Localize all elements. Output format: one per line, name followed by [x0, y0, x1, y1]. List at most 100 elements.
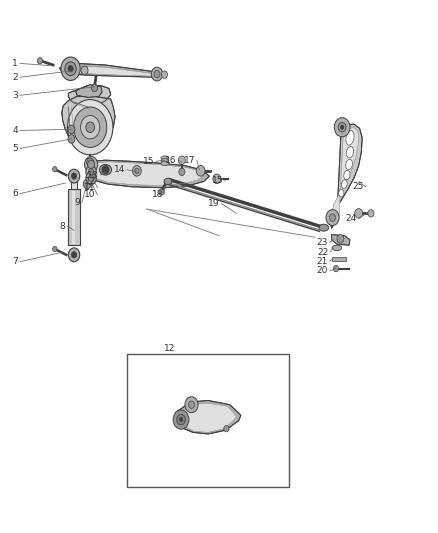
- Circle shape: [37, 58, 42, 64]
- Circle shape: [159, 189, 164, 195]
- Circle shape: [188, 401, 194, 408]
- Circle shape: [92, 84, 98, 92]
- Polygon shape: [332, 235, 350, 245]
- Circle shape: [71, 252, 77, 258]
- Circle shape: [334, 118, 350, 137]
- Circle shape: [68, 66, 73, 72]
- Text: 2: 2: [13, 72, 18, 82]
- Polygon shape: [332, 127, 359, 223]
- Text: 15: 15: [212, 176, 223, 185]
- Text: 24: 24: [345, 214, 357, 223]
- Bar: [332, 257, 346, 261]
- Ellipse shape: [346, 131, 354, 145]
- Text: 20: 20: [317, 266, 328, 275]
- Bar: [127, 354, 289, 487]
- Ellipse shape: [339, 189, 344, 197]
- Circle shape: [213, 174, 221, 183]
- Text: 1: 1: [12, 59, 18, 68]
- Bar: [72, 191, 75, 244]
- Circle shape: [179, 417, 183, 422]
- Text: 18: 18: [152, 190, 163, 199]
- Polygon shape: [76, 85, 102, 98]
- Circle shape: [86, 122, 95, 133]
- Ellipse shape: [346, 159, 353, 169]
- Ellipse shape: [164, 178, 172, 184]
- Text: 25: 25: [353, 182, 364, 191]
- Text: 17: 17: [184, 156, 195, 165]
- Circle shape: [88, 160, 95, 168]
- Ellipse shape: [346, 147, 353, 158]
- Ellipse shape: [332, 245, 342, 251]
- Circle shape: [81, 66, 88, 75]
- Text: 4: 4: [13, 126, 18, 135]
- Text: 10: 10: [85, 190, 96, 199]
- Circle shape: [326, 209, 339, 225]
- Circle shape: [179, 168, 185, 175]
- Circle shape: [61, 57, 80, 80]
- Circle shape: [86, 172, 96, 184]
- Circle shape: [224, 425, 229, 432]
- Circle shape: [355, 208, 363, 218]
- Circle shape: [67, 100, 113, 155]
- Text: 5: 5: [12, 144, 18, 153]
- Circle shape: [85, 157, 98, 172]
- Text: 7: 7: [12, 257, 18, 266]
- Circle shape: [333, 265, 339, 272]
- Circle shape: [173, 410, 189, 429]
- Circle shape: [368, 209, 374, 217]
- Ellipse shape: [319, 224, 328, 231]
- Circle shape: [83, 179, 91, 189]
- Polygon shape: [60, 63, 160, 77]
- Bar: [68, 189, 80, 245]
- Circle shape: [53, 246, 57, 252]
- Circle shape: [88, 168, 94, 175]
- Circle shape: [151, 67, 162, 81]
- Circle shape: [185, 397, 198, 413]
- Circle shape: [161, 71, 167, 78]
- Ellipse shape: [161, 161, 169, 165]
- Circle shape: [329, 214, 336, 221]
- Circle shape: [68, 125, 75, 134]
- Circle shape: [68, 135, 75, 143]
- Circle shape: [65, 62, 76, 76]
- Circle shape: [154, 70, 160, 78]
- Circle shape: [338, 123, 346, 132]
- Ellipse shape: [344, 171, 350, 180]
- Ellipse shape: [161, 156, 169, 160]
- Text: 3: 3: [12, 91, 18, 100]
- Text: 6: 6: [12, 189, 18, 198]
- Text: 12: 12: [85, 177, 96, 186]
- Circle shape: [74, 107, 107, 148]
- Polygon shape: [68, 86, 111, 107]
- Circle shape: [87, 158, 94, 166]
- Circle shape: [88, 175, 94, 181]
- Text: 12: 12: [164, 344, 175, 353]
- Text: 23: 23: [317, 238, 328, 247]
- Text: 11: 11: [85, 183, 96, 192]
- Circle shape: [135, 168, 139, 173]
- Bar: [71, 176, 77, 189]
- Text: 8: 8: [60, 222, 65, 231]
- Circle shape: [196, 165, 205, 176]
- Circle shape: [178, 156, 185, 165]
- Text: 13: 13: [88, 171, 99, 180]
- Circle shape: [68, 169, 80, 183]
- Text: 19: 19: [208, 199, 220, 208]
- Ellipse shape: [161, 159, 169, 163]
- Circle shape: [86, 165, 96, 178]
- Text: 14: 14: [114, 165, 125, 174]
- Text: 15: 15: [143, 157, 154, 166]
- Text: 16: 16: [165, 156, 176, 165]
- Polygon shape: [330, 124, 362, 228]
- Polygon shape: [93, 162, 204, 185]
- Text: 9: 9: [74, 198, 80, 207]
- Circle shape: [68, 248, 80, 262]
- Text: 21: 21: [317, 257, 328, 265]
- Circle shape: [71, 173, 77, 179]
- Circle shape: [340, 125, 344, 130]
- Circle shape: [337, 235, 344, 243]
- Text: 22: 22: [317, 248, 328, 257]
- Polygon shape: [62, 96, 115, 143]
- Polygon shape: [175, 400, 241, 434]
- Circle shape: [177, 414, 185, 425]
